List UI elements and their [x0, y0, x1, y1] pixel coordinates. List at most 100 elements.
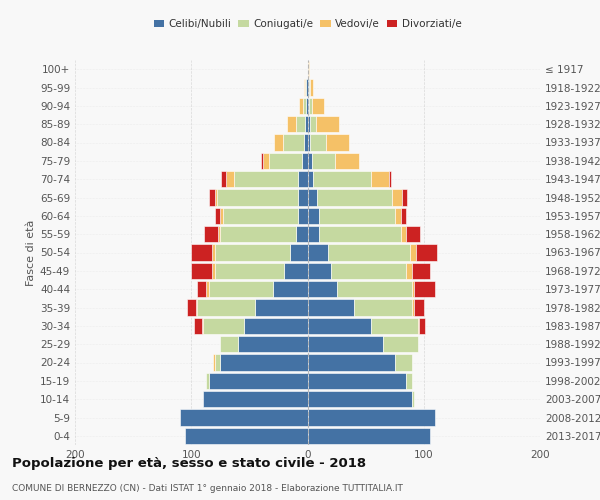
Bar — [308, 134, 310, 150]
Bar — [220, 226, 296, 242]
Bar — [298, 190, 308, 206]
Bar — [212, 244, 215, 260]
Text: Popolazione per età, sesso e stato civile - 2018: Popolazione per età, sesso e stato civil… — [12, 458, 366, 470]
Bar — [287, 116, 296, 132]
Bar — [319, 226, 401, 242]
Bar — [215, 190, 217, 206]
Bar — [298, 171, 308, 187]
Bar — [312, 98, 324, 114]
Bar — [215, 354, 220, 370]
Bar — [303, 98, 307, 114]
Bar — [308, 373, 406, 389]
Bar — [209, 190, 215, 206]
Bar — [206, 281, 209, 297]
Bar — [308, 244, 328, 260]
Bar — [308, 153, 312, 169]
Bar — [217, 190, 298, 206]
Bar — [307, 80, 308, 96]
Bar — [196, 300, 197, 316]
Bar — [206, 373, 209, 389]
Bar — [238, 336, 308, 352]
Bar — [392, 190, 401, 206]
Bar — [308, 281, 337, 297]
Bar — [220, 336, 238, 352]
Bar — [371, 171, 389, 187]
Bar — [304, 134, 308, 150]
Bar — [307, 98, 308, 114]
Bar — [308, 300, 354, 316]
Bar — [194, 318, 202, 334]
Bar — [220, 208, 223, 224]
Bar — [310, 134, 326, 150]
Bar — [310, 116, 316, 132]
Bar — [290, 244, 308, 260]
Bar — [412, 263, 430, 279]
Bar — [308, 410, 436, 426]
Bar — [202, 318, 203, 334]
Bar — [308, 80, 310, 96]
Bar — [299, 98, 303, 114]
Bar — [310, 80, 313, 96]
Bar — [412, 281, 415, 297]
Bar — [220, 354, 308, 370]
Bar — [319, 208, 395, 224]
Bar — [305, 116, 308, 132]
Bar — [191, 263, 212, 279]
Bar — [221, 171, 226, 187]
Bar — [389, 171, 391, 187]
Bar — [308, 98, 312, 114]
Bar — [255, 300, 308, 316]
Bar — [335, 153, 359, 169]
Bar — [412, 391, 415, 407]
Bar — [308, 428, 430, 444]
Bar — [218, 226, 220, 242]
Bar — [304, 80, 305, 96]
Bar — [209, 373, 308, 389]
Bar — [308, 391, 412, 407]
Bar — [223, 208, 298, 224]
Bar — [308, 226, 319, 242]
Bar — [214, 354, 215, 370]
Bar — [415, 281, 436, 297]
Bar — [197, 281, 206, 297]
Bar — [204, 226, 218, 242]
Bar — [203, 318, 244, 334]
Bar — [269, 153, 302, 169]
Bar — [215, 244, 290, 260]
Bar — [406, 226, 420, 242]
Bar — [261, 153, 263, 169]
Bar — [244, 318, 308, 334]
Bar — [226, 171, 234, 187]
Bar — [197, 300, 255, 316]
Bar — [185, 428, 308, 444]
Bar — [308, 336, 383, 352]
Bar — [406, 373, 412, 389]
Bar — [395, 208, 401, 224]
Bar — [296, 116, 305, 132]
Bar — [313, 171, 371, 187]
Bar — [316, 116, 339, 132]
Bar — [415, 300, 424, 316]
Bar — [298, 208, 308, 224]
Bar — [302, 153, 308, 169]
Bar — [212, 263, 215, 279]
Bar — [187, 300, 196, 316]
Bar — [308, 354, 395, 370]
Bar — [308, 318, 371, 334]
Bar — [234, 171, 298, 187]
Bar — [308, 116, 310, 132]
Bar — [416, 244, 437, 260]
Bar — [317, 190, 392, 206]
Bar — [179, 410, 308, 426]
Bar — [371, 318, 418, 334]
Bar — [215, 263, 284, 279]
Bar — [274, 134, 283, 150]
Bar — [410, 244, 416, 260]
Bar — [326, 134, 349, 150]
Bar — [406, 263, 412, 279]
Bar — [284, 263, 308, 279]
Bar — [203, 391, 308, 407]
Bar — [308, 263, 331, 279]
Bar — [412, 300, 415, 316]
Bar — [263, 153, 269, 169]
